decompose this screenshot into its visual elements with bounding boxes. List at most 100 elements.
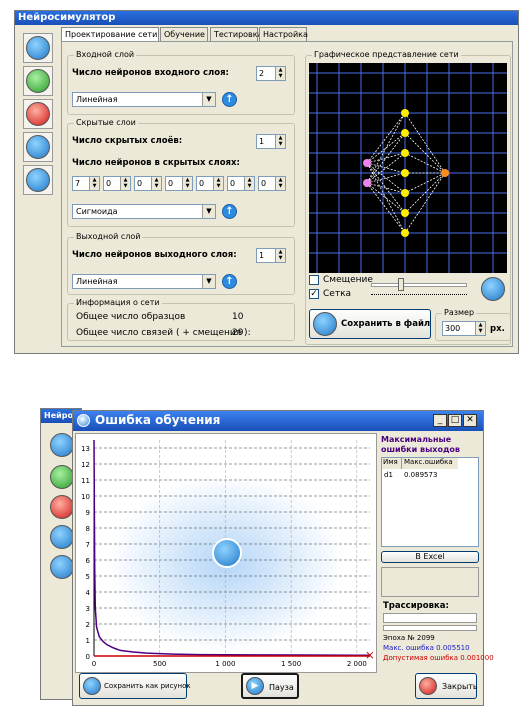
spinner-arrows-icon[interactable]: ▲ ▼ [275,67,285,80]
size-unit: px. [490,324,505,334]
zoom-slider-thumb[interactable] [398,278,404,291]
hidden-neurons-value: 7 [75,179,81,188]
zoom-search-icon[interactable] [481,277,505,301]
search-icon[interactable] [26,135,50,159]
table-cell-max-error: 0.089573 [404,471,438,479]
examples-label: Общее число образцов [76,312,186,322]
tab-bar: Проектирование сети Обучение Тестировка … [61,27,511,43]
output-neuron [441,169,449,177]
input-count-value: 2 [259,69,265,78]
size-spinner[interactable]: 300 ▲ ▼ [442,321,486,336]
info-icon[interactable]: ↑ [222,92,237,107]
hidden-activation-value: Сигмоида [76,207,118,216]
save-icon [83,677,101,695]
excel-button[interactable]: В Excel [381,551,479,563]
pause-button[interactable]: ▶ Пауза [241,673,299,699]
spinner-arrows-icon[interactable]: ▲ ▼ [151,177,161,190]
chevron-down-icon[interactable]: ▼ [202,275,215,288]
offset-checkbox[interactable] [309,275,319,285]
y-tick-label: 7 [86,541,90,549]
pause-label: Пауза [269,683,294,692]
tab-settings[interactable]: Настройка [259,27,308,41]
error-series-line [93,439,370,656]
stop-icon[interactable] [26,102,50,126]
hidden-neurons-value: 0 [199,179,205,188]
tab-training[interactable]: Обучение [160,27,208,41]
hidden-neurons-value: 0 [230,179,236,188]
train-icon[interactable] [50,465,74,489]
net-info-label: Информация о сети [74,298,162,307]
design-icon[interactable] [50,433,74,457]
hidden-neuron [401,109,409,117]
chevron-down-icon[interactable]: ▼ [202,93,215,106]
spinner-arrows-icon[interactable]: ▲ ▼ [275,249,285,262]
info-icon[interactable]: ↑ [222,274,237,289]
examples-value: 10 [232,312,244,322]
y-tick-label: 11 [81,477,90,485]
y-tick-label: 6 [86,557,91,565]
input-activation-select[interactable]: Линейная ▼ [72,92,216,107]
hidden-count-spinner[interactable]: 1 ▲ ▼ [256,134,286,149]
hidden-layers-label: Скрытые слои [74,118,138,127]
hidden-neurons-spinner-2[interactable]: 0 ▲ ▼ [103,176,131,191]
spinner-arrows-icon[interactable]: ▲ ▼ [182,177,192,190]
close-circle-icon [419,677,437,695]
network-link [366,182,406,234]
output-activation-select[interactable]: Линейная ▼ [72,274,216,289]
tracing-progress-2 [383,625,477,631]
stop-icon[interactable] [50,495,74,519]
chevron-down-icon[interactable]: ▼ [202,205,215,218]
x-tick-label: 2 000 [347,660,367,668]
hidden-neurons-spinner-4[interactable]: 0 ▲ ▼ [165,176,193,191]
network-link [366,112,406,164]
hidden-neurons-spinner-1[interactable]: 7 ▲ ▼ [72,176,100,191]
table-header-max-error: Макс.ошибка [402,458,458,469]
close-button[interactable]: Закрыть [415,673,478,699]
y-tick-label: 1 [86,637,90,645]
network-link [404,152,446,174]
tab-testing[interactable]: Тестировка [210,27,263,41]
minimize-button[interactable]: _ [433,414,447,427]
spinner-arrows-icon[interactable]: ▲ ▼ [275,177,285,190]
network-link [404,172,446,194]
hidden-neurons-spinner-5[interactable]: 0 ▲ ▼ [196,176,224,191]
spinner-arrows-icon[interactable]: ▲ ▼ [89,177,99,190]
train-icon[interactable] [26,69,50,93]
net-info-group: Информация о сети Общее число образцов 1… [67,298,295,341]
hidden-activation-select[interactable]: Сигмоида ▼ [72,204,216,219]
output-count-spinner[interactable]: 1 ▲ ▼ [256,248,286,263]
grid-checkbox[interactable]: ✓ [309,289,319,299]
spinner-arrows-icon[interactable]: ▲ ▼ [475,322,485,335]
save-icon [313,312,337,336]
save-to-file-button[interactable]: Сохранить в файл [309,309,431,339]
input-count-spinner[interactable]: 2 ▲ ▼ [256,66,286,81]
maximize-button[interactable]: □ [448,414,462,427]
grid-label: Сетка [323,289,352,299]
network-link [404,172,446,214]
hidden-neurons-spinner-6[interactable]: 0 ▲ ▼ [227,176,255,191]
spinner-arrows-icon[interactable]: ▲ ▼ [120,177,130,190]
search-icon[interactable] [50,525,74,549]
hidden-neuron [401,189,409,197]
close-icon[interactable]: ✕ [463,414,477,427]
network-icon[interactable] [50,555,74,579]
hidden-neurons-spinner-3[interactable]: 0 ▲ ▼ [134,176,162,191]
hidden-neurons-spinner-7[interactable]: 0 ▲ ▼ [258,176,286,191]
save-chart-button[interactable]: Сохранить как рисунок [79,673,191,699]
main-window: Нейросимулятор Проектирование сети Обуче… [14,10,519,354]
y-tick-label: 8 [86,525,90,533]
zoom-slider-track[interactable] [371,283,467,287]
spinner-arrows-icon[interactable]: ▲ ▼ [213,177,223,190]
input-layer-label: Входной слой [74,50,137,59]
network-link [366,152,406,184]
design-icon[interactable] [26,36,50,60]
input-activation-value: Линейная [76,95,118,104]
info-icon[interactable]: ↑ [222,204,237,219]
spinner-arrows-icon[interactable]: ▲ ▼ [275,135,285,148]
tab-design[interactable]: Проектирование сети [61,27,159,41]
network-icon[interactable] [26,168,50,192]
spinner-arrows-icon[interactable]: ▲ ▼ [244,177,254,190]
y-tick-label: 12 [81,461,90,469]
links-label: Общее число связей ( + смещения ): [76,328,251,338]
